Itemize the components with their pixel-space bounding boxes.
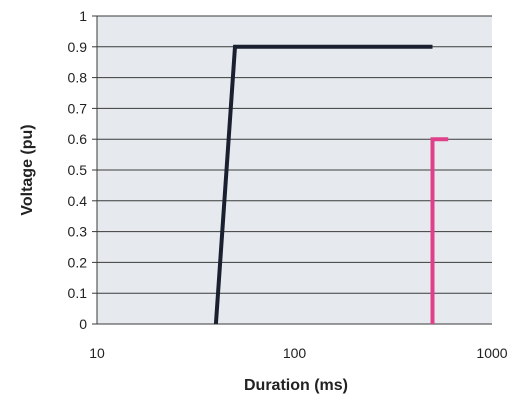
y-tick-labels: 0 0.1 0.2 0.3 0.4 0.5 0.6 0.7 0.8 0.9 1	[68, 8, 88, 332]
series-line-1	[213, 44, 433, 325]
y-tick-label: 0	[79, 316, 87, 332]
x-axis-title: Duration (ms)	[244, 377, 348, 394]
x-tick-labels: 10 100 1000	[89, 345, 508, 361]
y-tick-label: 0.5	[68, 162, 88, 178]
y-tick-label: 1	[79, 8, 87, 24]
x-tick-label: 100	[283, 345, 307, 361]
series-line-2	[430, 137, 449, 324]
y-tick-label: 0.6	[68, 131, 88, 147]
x-tick-label: 1000	[476, 345, 507, 361]
y-tick-label: 0.3	[68, 224, 88, 240]
y-tick-label: 0.7	[68, 100, 88, 116]
y-axis-title: Voltage (pu)	[19, 124, 36, 215]
y-tick-label: 0.2	[68, 254, 88, 270]
y-tick-label: 0.1	[68, 285, 88, 301]
series-layer	[213, 44, 449, 325]
y-tick-label: 0.9	[68, 39, 88, 55]
x-tick-label: 10	[89, 345, 105, 361]
y-tick-label: 0.8	[68, 70, 88, 86]
y-tick-label: 0.4	[68, 193, 88, 209]
